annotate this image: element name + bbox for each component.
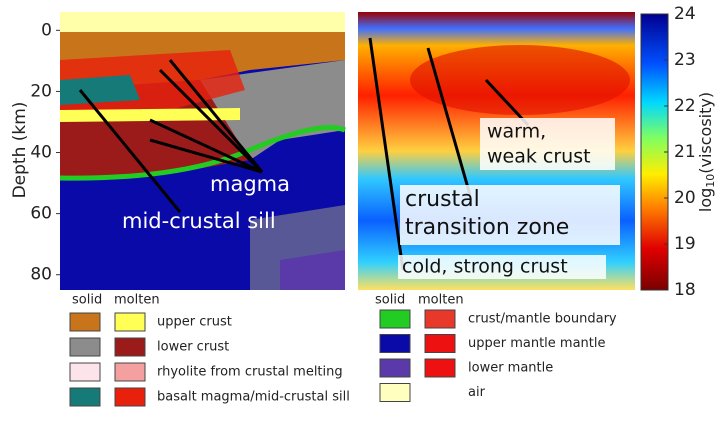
legend-label: rhyolite from crustal melting — [157, 365, 343, 380]
annotation: weak crust — [487, 146, 591, 168]
legend-swatch — [424, 358, 456, 378]
legend-swatch — [379, 334, 411, 353]
legend-label: crust/mantle boundary — [468, 312, 617, 327]
left-panel: magma mid-crustal sill Depth (km) — [10, 12, 346, 290]
legend-swatch — [379, 383, 411, 402]
right-panel: warm, weak crust crustal transition zone… — [358, 12, 635, 290]
legend-header: solid — [375, 293, 405, 308]
y-tick-label: 60 — [30, 204, 52, 224]
legend-label: lower crust — [157, 340, 229, 355]
colorbar-tick-label: 22 — [674, 96, 696, 116]
annotation: transition zone — [405, 215, 569, 240]
y-tick-label: 0 — [41, 20, 52, 40]
colorbar-tick-label: 23 — [674, 50, 696, 70]
colorbar — [640, 13, 669, 291]
legend-swatch — [424, 309, 456, 329]
legend-label: upper mantle mantle — [468, 336, 606, 351]
legend-header: molten — [418, 293, 464, 308]
annotation: cold, strong crust — [402, 256, 568, 278]
annotation: crustal — [405, 187, 480, 212]
y-tick-label: 20 — [30, 81, 52, 101]
y-tick-label: 80 — [30, 265, 52, 285]
legend-swatch — [379, 309, 411, 329]
legend-swatch — [69, 337, 101, 357]
legend-swatch — [69, 387, 101, 407]
legend-swatch — [114, 387, 146, 407]
y-tick-label: 40 — [30, 143, 52, 163]
colorbar-tick-label: 20 — [674, 188, 696, 208]
annotation: warm, — [487, 121, 546, 143]
legend-swatch — [114, 362, 146, 382]
legend-swatch — [424, 334, 456, 353]
legend-label: upper crust — [157, 315, 232, 330]
legend-header: solid — [72, 293, 102, 308]
legend-label: basalt magma/mid-crustal sill — [157, 390, 350, 405]
legend-label: air — [468, 385, 486, 400]
label-part: (viscosity) — [696, 92, 715, 174]
legend-swatch — [114, 337, 146, 357]
legend-label: lower mantle — [468, 361, 553, 376]
legend-swatch — [379, 358, 411, 378]
colorbar-tick-label: 18 — [674, 280, 696, 300]
legend-swatch — [69, 312, 101, 332]
annotation: magma — [210, 172, 290, 196]
colorbar-tick-label: 19 — [674, 234, 696, 254]
label-part: log — [696, 188, 715, 212]
legend-header: molten — [114, 293, 160, 308]
annotation: mid-crustal sill — [122, 209, 276, 233]
y-axis-label: Depth (km) — [10, 102, 30, 199]
colorbar-tick-label: 21 — [674, 142, 696, 162]
colorbar-tick-label: 24 — [674, 4, 696, 24]
label-part: 10 — [704, 174, 717, 188]
colorbar-label: log10(viscosity) — [696, 92, 718, 212]
legend-swatch — [114, 312, 146, 332]
legend-swatch — [69, 362, 101, 382]
